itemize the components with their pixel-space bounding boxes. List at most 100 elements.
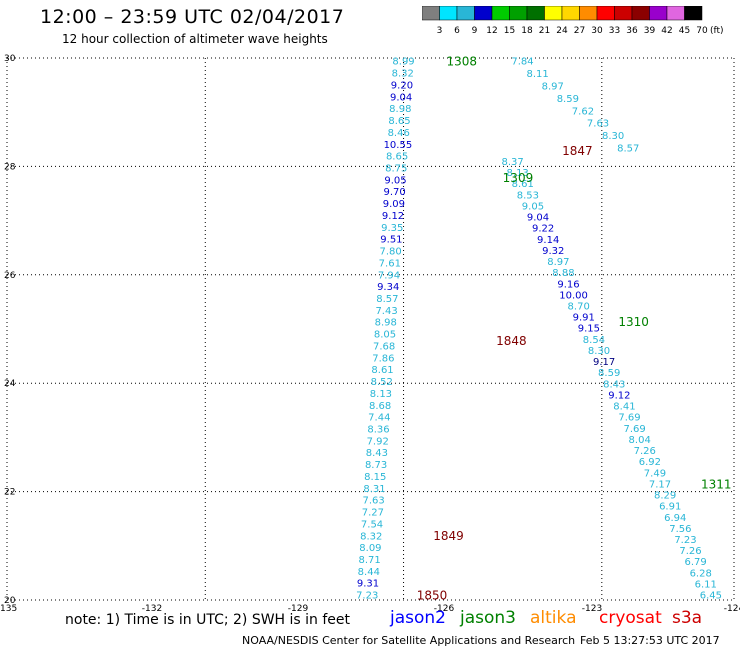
x-tick-label: -132 xyxy=(142,604,162,614)
wave-height-label: 6.91 xyxy=(659,502,681,513)
wave-height-label: 8.04 xyxy=(629,435,651,446)
y-tick-label: 26 xyxy=(4,271,16,281)
wave-height-label: 7.54 xyxy=(361,519,383,530)
sat-cryosat: cryosat xyxy=(599,608,662,628)
wave-height-label: 9.91 xyxy=(573,313,595,324)
sat-jason3: jason3 xyxy=(460,608,516,628)
wave-height-label: 7.94 xyxy=(378,270,400,281)
x-tick-label: -124 xyxy=(724,604,740,614)
wave-height-label: 7.23 xyxy=(356,591,378,602)
legend-label: 27 xyxy=(574,26,585,36)
wave-height-label: 8.88 xyxy=(552,268,574,279)
pass-time-label: 1847 xyxy=(562,144,593,158)
wave-height-label: 8.57 xyxy=(617,143,639,154)
wave-height-label: 8.70 xyxy=(568,302,590,313)
pass-time-label: 1311 xyxy=(701,477,732,491)
wave-height-label: 8.43 xyxy=(366,448,388,459)
wave-height-label: 9.34 xyxy=(377,282,399,293)
wave-height-label: 8.68 xyxy=(369,401,391,412)
wave-height-label: 8.31 xyxy=(363,484,385,495)
wave-height-label: 8.73 xyxy=(365,460,387,471)
legend-label: 12 xyxy=(486,26,497,36)
wave-height-label: 7.86 xyxy=(372,353,394,364)
wave-height-label: 7.62 xyxy=(572,106,594,117)
wave-height-label: 7.84 xyxy=(511,57,533,68)
wave-height-label: 8.61 xyxy=(512,179,534,190)
wave-height-label: 9.17 xyxy=(593,357,615,368)
wave-height-label: 8.43 xyxy=(603,379,625,390)
chart-title: 12:00 – 23:59 UTC 02/04/2017 xyxy=(40,6,345,28)
wave-height-label: 8.05 xyxy=(374,330,396,341)
wave-height-label: 7.63 xyxy=(587,119,609,130)
pass-time-label: 1309 xyxy=(503,171,534,185)
wave-height-label: 10.00 xyxy=(559,290,588,301)
wave-height-label: 7.26 xyxy=(679,546,701,557)
wave-height-label: 8.36 xyxy=(367,424,389,435)
wave-height-label: 7.23 xyxy=(674,535,696,546)
legend-label: 24 xyxy=(556,26,568,36)
wave-height-label: 8.53 xyxy=(517,190,539,201)
wave-height-label: 8.46 xyxy=(388,128,410,139)
wave-height-label: 8.37 xyxy=(501,157,523,168)
wave-height-label: 9.15 xyxy=(578,324,600,335)
wave-height-label: 6.79 xyxy=(684,557,706,568)
wave-height-label: 9.12 xyxy=(608,390,630,401)
wave-height-label: 8.71 xyxy=(358,555,380,566)
wave-height-label: 8.98 xyxy=(375,318,397,329)
sat-jason2: jason2 xyxy=(390,608,446,628)
wave-height-label: 6.94 xyxy=(664,513,686,524)
y-tick-label: 30 xyxy=(4,54,16,64)
wave-height-label: 8.11 xyxy=(526,69,548,80)
wave-height-label: 10.55 xyxy=(384,140,413,151)
legend-label: 15 xyxy=(504,26,515,36)
wave-height-label: 7.26 xyxy=(634,446,656,457)
wave-height-label: 8.61 xyxy=(371,365,393,376)
y-tick-label: 20 xyxy=(4,596,16,606)
x-tick-label: -123 xyxy=(582,604,602,614)
wave-height-label: 7.63 xyxy=(363,496,385,507)
wave-height-label: 7.56 xyxy=(669,524,691,535)
wave-height-label: 7.69 xyxy=(623,424,645,435)
sat-s3a: s3a xyxy=(672,608,703,628)
wave-height-label: 8.44 xyxy=(358,567,380,578)
wave-height-label: 6.28 xyxy=(690,568,712,579)
wave-height-label: 6.45 xyxy=(700,591,722,602)
wave-height-label: 9.05 xyxy=(522,201,544,212)
wave-height-label: 8.30 xyxy=(602,131,624,142)
wave-height-label: 9.35 xyxy=(381,223,403,234)
wave-height-label: 9.16 xyxy=(557,279,579,290)
y-tick-label: 24 xyxy=(4,379,16,389)
wave-height-label: 8.97 xyxy=(547,257,569,268)
chart-subtitle: 12 hour collection of altimeter wave hei… xyxy=(62,32,328,46)
wave-height-label: 9.32 xyxy=(542,246,564,257)
wave-height-label: 9.22 xyxy=(532,224,554,235)
wave-height-label: 7.61 xyxy=(379,258,401,269)
generated-timestamp: Feb 5 13:27:53 UTC 2017 xyxy=(580,634,720,647)
wave-height-label: 8.54 xyxy=(583,335,605,346)
wave-height-label: 8.99 xyxy=(392,57,414,68)
legend-label: 3 xyxy=(437,26,443,36)
x-tick-label: -129 xyxy=(288,604,309,614)
wave-height-label: 8.97 xyxy=(542,81,564,92)
wave-height-label: 8.59 xyxy=(598,368,620,379)
wave-height-label: 8.59 xyxy=(557,94,579,105)
wave-height-label: 9.14 xyxy=(537,235,559,246)
y-tick-label: 22 xyxy=(4,488,15,498)
wave-height-label: 8.75 xyxy=(385,163,407,174)
wave-height-label: 8.32 xyxy=(360,531,382,542)
wave-height-label: 8.41 xyxy=(613,402,635,413)
wave-height-label: 6.92 xyxy=(639,457,661,468)
wave-height-label: 8.57 xyxy=(376,294,398,305)
legend-label: 33 xyxy=(609,26,620,36)
wave-height-label: 7.44 xyxy=(368,413,390,424)
wave-height-label: 8.65 xyxy=(386,152,408,163)
y-tick-label: 28 xyxy=(4,162,16,172)
legend-label: 6 xyxy=(454,26,460,36)
legend-label: 30 xyxy=(591,26,603,36)
wave-height-label: 7.27 xyxy=(362,508,384,519)
wave-height-label: 9.20 xyxy=(391,80,413,91)
x-tick-label: -135 xyxy=(0,604,17,614)
wave-height-label: 8.52 xyxy=(371,377,393,388)
legend-label: 9 xyxy=(472,26,478,36)
